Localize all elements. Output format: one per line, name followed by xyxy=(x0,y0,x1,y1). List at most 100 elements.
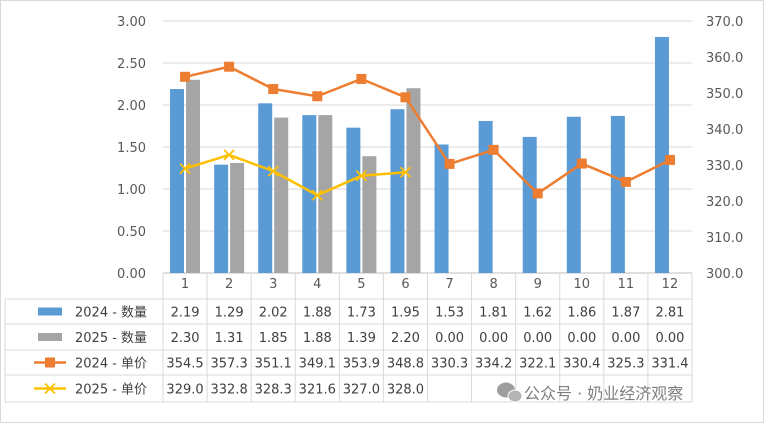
table-cell: 0.00 xyxy=(567,331,596,346)
left-tick-label: 3.00 xyxy=(117,15,146,30)
table-cell: 330.4 xyxy=(563,357,600,372)
right-tick-label: 300.0 xyxy=(706,267,743,282)
table-cell: 328.0 xyxy=(387,383,424,398)
bar xyxy=(566,116,581,273)
wechat-icon xyxy=(497,382,523,403)
right-tick-label: 310.0 xyxy=(706,231,743,246)
table-cell: 0.00 xyxy=(655,331,684,346)
left-tick-label: 0.00 xyxy=(117,267,146,282)
right-tick-label: 370.0 xyxy=(706,15,743,30)
line-point xyxy=(180,71,191,82)
table-cell: 1.85 xyxy=(259,331,288,346)
table-cell: 322.1 xyxy=(519,357,556,372)
line-point xyxy=(576,158,587,169)
table-cell: 1.88 xyxy=(303,331,332,346)
table-cell: 357.3 xyxy=(211,357,248,372)
bar xyxy=(362,156,377,273)
legend-label: 2024 - 数量 xyxy=(75,306,147,321)
table-cell: 2.02 xyxy=(259,306,288,321)
table-cell: 0.00 xyxy=(435,331,464,346)
bar xyxy=(170,89,185,273)
wechat-bubble-small xyxy=(507,389,523,403)
bar xyxy=(406,88,421,273)
legend-marker xyxy=(44,382,56,395)
table-cell: 2.19 xyxy=(171,306,200,321)
table-cell: 1.88 xyxy=(303,306,332,321)
x-tick-label: 12 xyxy=(662,277,679,292)
table-cell: 1.53 xyxy=(435,306,464,321)
table-cell: 325.3 xyxy=(607,357,644,372)
bar xyxy=(214,164,229,273)
bar xyxy=(390,109,405,273)
table-cell: 327.0 xyxy=(343,383,380,398)
x-tick-label: 5 xyxy=(357,277,365,292)
bar xyxy=(654,36,669,274)
table-cell: 1.62 xyxy=(523,306,552,321)
bar xyxy=(346,127,361,274)
table-cell: 349.1 xyxy=(299,357,336,372)
table-cell: 321.6 xyxy=(299,383,336,398)
x-tick-label: 11 xyxy=(618,277,635,292)
line-point xyxy=(620,176,631,187)
x-tick-label: 2 xyxy=(225,277,233,292)
legend-label: 2025 - 单价 xyxy=(75,383,147,398)
x-tick-label: 4 xyxy=(313,277,321,292)
table-cell: 1.39 xyxy=(347,331,376,346)
x-tick-label: 8 xyxy=(489,277,497,292)
line-point xyxy=(488,144,499,155)
legend-key xyxy=(38,307,62,316)
line-point xyxy=(444,158,455,169)
bar xyxy=(230,162,245,273)
bar xyxy=(522,136,537,273)
series-line xyxy=(184,153,406,197)
table-cell: 330.3 xyxy=(431,357,468,372)
table-cell: 1.81 xyxy=(479,306,508,321)
table-cell: 0.00 xyxy=(523,331,552,346)
series-line xyxy=(184,65,671,195)
legend-label: 2024 - 单价 xyxy=(75,357,147,372)
table-cell: 0.00 xyxy=(479,331,508,346)
x-tick-label: 3 xyxy=(269,277,277,292)
watermark: 公众号 · 奶业经济观察 xyxy=(497,382,683,403)
line-point xyxy=(179,162,191,175)
bar xyxy=(610,115,625,273)
table-cell: 351.1 xyxy=(255,357,292,372)
lines xyxy=(179,61,675,201)
legend-key xyxy=(38,333,62,341)
legend-label: 2025 - 数量 xyxy=(75,331,147,346)
table-cell: 332.8 xyxy=(211,383,248,398)
bar xyxy=(434,144,449,273)
left-axis: 3.00 2.50 2.00 1.50 1.00 0.50 0.00 xyxy=(117,15,146,282)
line-point xyxy=(399,166,412,178)
bars xyxy=(170,36,669,274)
right-axis: 370.0 360.0 350.0 340.0 330.0 320.0 310.0 300.0 xyxy=(706,15,743,282)
left-tick-label: 1.50 xyxy=(117,141,146,156)
line-point xyxy=(224,61,235,72)
line-point xyxy=(223,149,235,161)
table-cell: 334.2 xyxy=(475,357,512,372)
line-point xyxy=(355,170,368,182)
table-cell: 1.29 xyxy=(215,306,244,321)
left-tick-label: 2.00 xyxy=(117,99,146,114)
table-cell: 2.20 xyxy=(391,331,420,346)
table-cell: 348.8 xyxy=(387,357,424,372)
bar xyxy=(274,117,289,273)
left-tick-label: 2.50 xyxy=(117,57,146,72)
legend-marker xyxy=(45,357,55,368)
table-cell: 1.95 xyxy=(391,306,420,321)
x-tick-label: 6 xyxy=(401,277,409,292)
table-cell: 353.9 xyxy=(343,357,380,372)
table-cell: 2.30 xyxy=(171,331,200,346)
x-tick-label: 7 xyxy=(445,277,453,292)
bar xyxy=(186,79,201,273)
line-point xyxy=(664,154,675,165)
left-tick-label: 1.00 xyxy=(117,183,146,198)
watermark-text: 公众号 · 奶业经济观察 xyxy=(524,384,683,403)
table-cell: 1.86 xyxy=(567,306,596,321)
right-tick-label: 350.0 xyxy=(706,87,743,102)
table-cell: 1.73 xyxy=(347,306,376,321)
x-tick-label: 9 xyxy=(534,277,542,292)
